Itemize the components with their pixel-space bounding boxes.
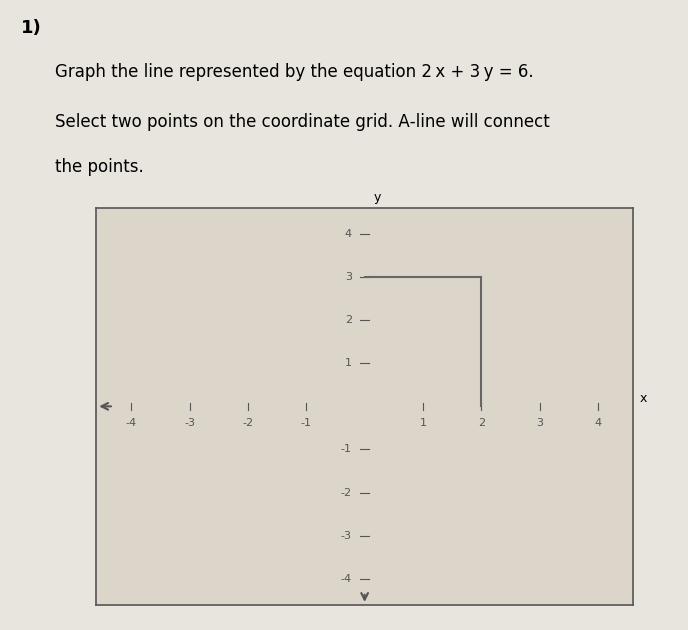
- Text: -2: -2: [242, 418, 254, 428]
- Text: y: y: [374, 191, 380, 203]
- Text: x: x: [640, 392, 647, 405]
- Text: -2: -2: [341, 488, 352, 498]
- Text: -3: -3: [184, 418, 195, 428]
- Text: 1): 1): [21, 19, 41, 37]
- Text: 2: 2: [345, 315, 352, 325]
- Text: 1: 1: [420, 418, 427, 428]
- Text: 4: 4: [594, 418, 601, 428]
- Text: 3: 3: [345, 272, 352, 282]
- Text: -4: -4: [126, 418, 137, 428]
- Text: 4: 4: [345, 229, 352, 239]
- Text: 3: 3: [536, 418, 543, 428]
- Text: the points.: the points.: [55, 158, 144, 176]
- Text: Graph the line represented by the equation 2 x + 3 y = 6.: Graph the line represented by the equati…: [55, 63, 534, 81]
- Text: -3: -3: [341, 530, 352, 541]
- Text: -1: -1: [301, 418, 312, 428]
- Text: 1: 1: [345, 358, 352, 368]
- Text: -1: -1: [341, 445, 352, 454]
- Text: Select two points on the coordinate grid. A‑line will connect: Select two points on the coordinate grid…: [55, 113, 550, 132]
- Text: -4: -4: [341, 574, 352, 584]
- Text: 2: 2: [477, 418, 485, 428]
